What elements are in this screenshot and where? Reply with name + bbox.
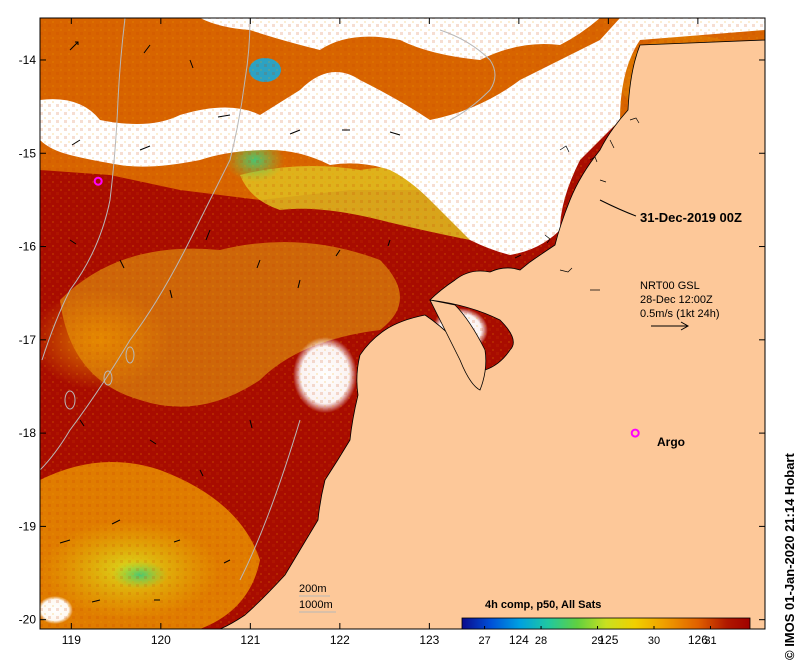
date-label: 31-Dec-2019 00Z bbox=[640, 210, 742, 225]
current-legend-line3: 0.5m/s (1kt 24h) bbox=[640, 308, 719, 320]
depth-label-200m: 200m bbox=[299, 583, 327, 595]
colorbar-bar bbox=[461, 617, 751, 630]
x-axis: 119 120 121 122 123 124 125 126 bbox=[62, 18, 708, 647]
map-area bbox=[40, 18, 765, 629]
date-pointer bbox=[599, 199, 637, 217]
y-tick-label: -17 bbox=[19, 333, 37, 347]
y-axis: -14 -15 -16 -17 -18 -19 -20 bbox=[19, 53, 765, 627]
plot-frame bbox=[39, 17, 766, 630]
colorbar-tick-label: 31 bbox=[704, 635, 716, 647]
argo-label: Argo bbox=[657, 435, 685, 449]
colorbar-ticks: 27 28 29 30 31 bbox=[478, 626, 717, 647]
current-legend-line2: 28-Dec 12:00Z bbox=[640, 294, 713, 306]
argo-float-marker bbox=[93, 176, 103, 186]
land-peninsula bbox=[429, 299, 487, 391]
x-tick-label: 125 bbox=[598, 633, 618, 647]
depth-label-1000m: 1000m bbox=[299, 599, 333, 611]
colorbar-tick-label: 28 bbox=[535, 635, 547, 647]
x-tick-label: 124 bbox=[509, 633, 529, 647]
bathymetry-contours bbox=[40, 18, 496, 581]
x-tick-label: 123 bbox=[419, 633, 439, 647]
colorbar-title: 4h comp, p50, All Sats bbox=[485, 599, 601, 611]
y-tick-label: -15 bbox=[19, 146, 37, 160]
y-tick-label: -14 bbox=[19, 53, 37, 67]
y-tick-label: -16 bbox=[19, 240, 37, 254]
argo-markers bbox=[93, 176, 640, 438]
x-tick-label: 120 bbox=[151, 633, 171, 647]
y-tick-label: -18 bbox=[19, 426, 37, 440]
colorbar-tick-label: 29 bbox=[591, 635, 603, 647]
current-legend-line1: NRT00 GSL bbox=[640, 280, 700, 292]
colorbar-tick-label: 27 bbox=[478, 635, 490, 647]
colorbar: 4h comp, p50, All Sats 27 28 29 30 31 bbox=[461, 599, 751, 647]
y-tick-label: -20 bbox=[19, 613, 37, 627]
imos-credit: © IMOS 01-Jan-2020 21:14 Hobart bbox=[782, 453, 797, 660]
x-tick-label: 126 bbox=[688, 633, 708, 647]
coast-islands bbox=[514, 117, 640, 291]
y-tick-label: -19 bbox=[19, 519, 37, 533]
current-scale-arrow bbox=[651, 321, 690, 331]
x-tick-label: 121 bbox=[240, 633, 260, 647]
argo-float-marker bbox=[630, 428, 640, 438]
x-tick-label: 122 bbox=[330, 633, 350, 647]
x-tick-label: 119 bbox=[62, 633, 81, 647]
depth-legend: 200m 1000m bbox=[299, 583, 336, 613]
colorbar-tick-label: 30 bbox=[648, 635, 660, 647]
current-vectors bbox=[59, 41, 401, 603]
